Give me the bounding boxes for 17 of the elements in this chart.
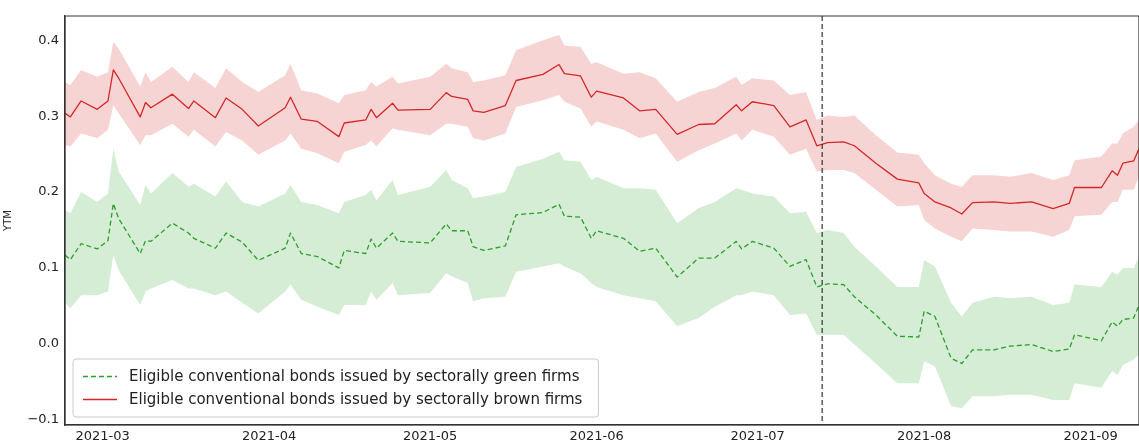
x-tick-label: 2021-03	[75, 428, 130, 444]
y-tick-label: 0.0	[38, 335, 59, 351]
x-tick-label: 2021-09	[1063, 428, 1118, 444]
x-tick-label: 2021-08	[897, 428, 952, 444]
line-series	[65, 202, 1139, 365]
x-tick-label: 2021-04	[241, 428, 297, 444]
x-tick-label: 2021-06	[569, 428, 624, 444]
y-axis-title: YTM	[1, 210, 13, 232]
y-tick-label: 0.2	[38, 183, 59, 199]
legend-label: Eligible conventional bonds issued by sectorally green firms	[129, 367, 580, 386]
y-tick-label: −0.1	[27, 411, 59, 427]
y-tick-label: 0.3	[38, 107, 59, 123]
y-tick-label: 0.4	[38, 31, 59, 47]
x-tick-label: 2021-07	[730, 428, 785, 444]
y-tick-label: 0.1	[38, 259, 59, 275]
legend-label: Eligible conventional bonds issued by sectorally brown firms	[129, 390, 583, 409]
x-tick-label: 2021-05	[403, 428, 458, 444]
